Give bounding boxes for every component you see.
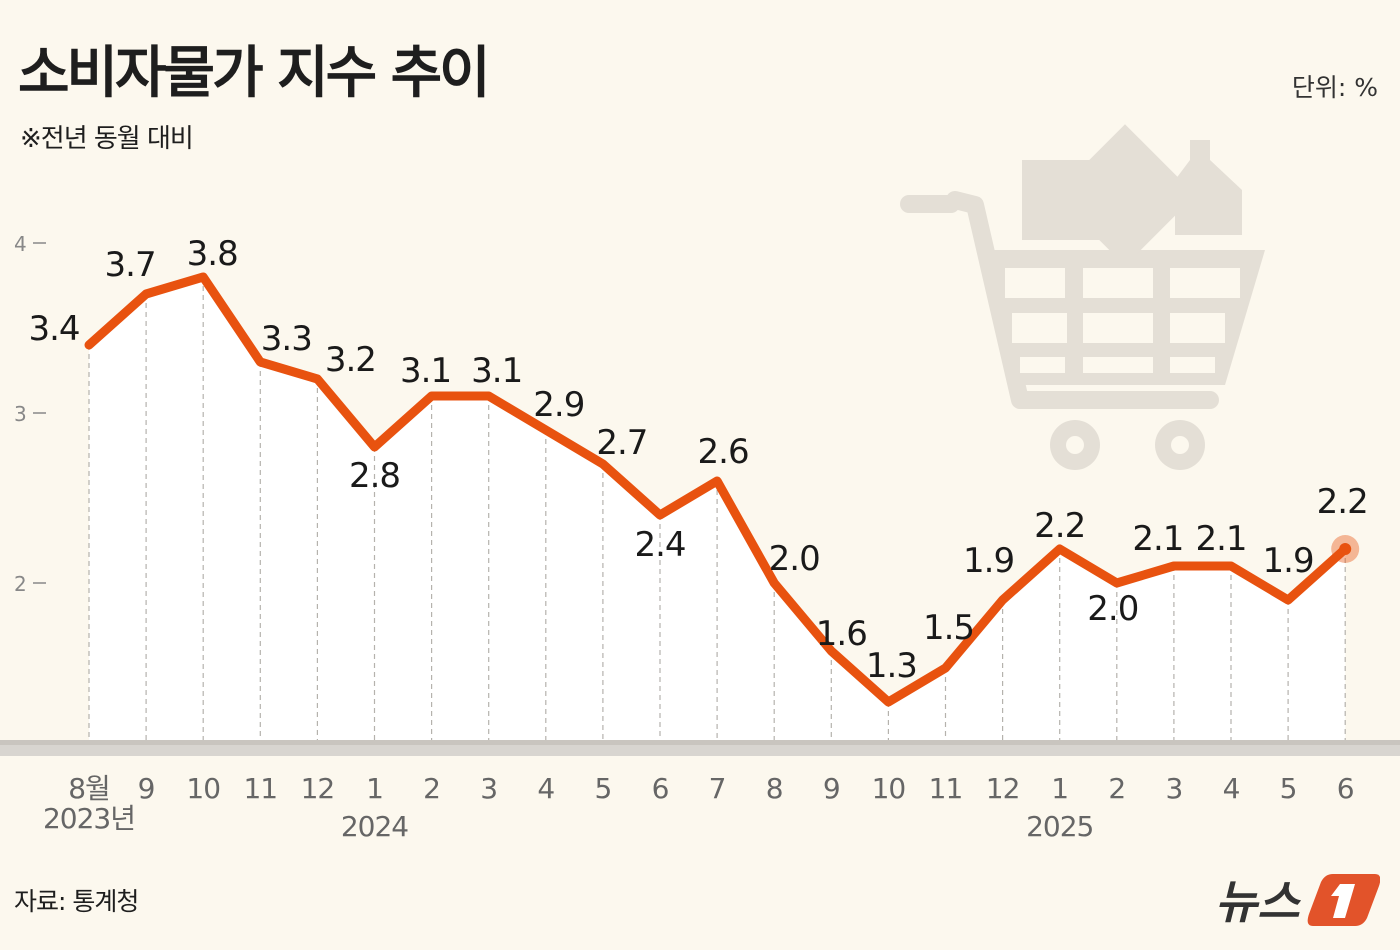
data-label: 2.9 bbox=[533, 385, 584, 425]
year-label: 2024 bbox=[341, 810, 408, 843]
y-tick-label: 3 bbox=[14, 402, 27, 426]
x-tick-label: 4 bbox=[1223, 772, 1240, 805]
x-tick-label: 6 bbox=[1337, 772, 1354, 805]
x-tick-label: 6 bbox=[652, 772, 669, 805]
x-tick-label: 9 bbox=[138, 772, 155, 805]
x-tick-label: 8 bbox=[766, 772, 783, 805]
x-tick-label: 2 bbox=[423, 772, 440, 805]
data-label: 2.0 bbox=[1087, 589, 1138, 629]
series-line bbox=[84, 272, 1350, 707]
x-tick-label: 4 bbox=[537, 772, 554, 805]
data-label: 1.6 bbox=[816, 614, 867, 654]
data-label: 3.2 bbox=[325, 340, 376, 380]
data-label: 1.9 bbox=[1263, 541, 1314, 581]
page-title: 소비자물가 지수 추이 bbox=[18, 41, 491, 106]
shopping-cart-icon bbox=[900, 124, 1265, 470]
data-label: 1.5 bbox=[923, 608, 974, 648]
x-tick-label: 1 bbox=[366, 772, 383, 805]
x-tick-label: 2 bbox=[1108, 772, 1125, 805]
data-label: 2.1 bbox=[1132, 519, 1183, 559]
news1-logo: 뉴스 bbox=[1215, 868, 1381, 932]
x-tick-label: 12 bbox=[986, 772, 1020, 805]
svg-text:뉴스: 뉴스 bbox=[1215, 875, 1301, 928]
x-tick-label: 11 bbox=[929, 772, 963, 805]
data-label: 2.8 bbox=[349, 456, 400, 496]
data-label: 3.7 bbox=[105, 245, 156, 285]
data-label: 2.7 bbox=[596, 423, 647, 463]
y-tick-label: 4 bbox=[14, 232, 27, 256]
x-tick-label: 11 bbox=[243, 772, 277, 805]
data-label: 2.1 bbox=[1195, 519, 1246, 559]
y-tick-label: 2 bbox=[14, 572, 27, 596]
data-label: 2.4 bbox=[634, 525, 685, 565]
data-label: 3.4 bbox=[28, 309, 79, 349]
data-label: 3.1 bbox=[471, 351, 522, 391]
x-tick-label: 7 bbox=[709, 772, 726, 805]
x-tick-label: 3 bbox=[480, 772, 497, 805]
year-label: 2025 bbox=[1026, 810, 1093, 843]
data-label: 1.3 bbox=[866, 646, 917, 686]
data-label: 3.3 bbox=[261, 319, 312, 359]
data-label: 2.6 bbox=[698, 432, 749, 472]
x-tick-label: 1 bbox=[1051, 772, 1068, 805]
data-label: 2.2 bbox=[1034, 506, 1085, 546]
baseline-shadow bbox=[0, 740, 1400, 745]
unit-label: 단위: % bbox=[1291, 73, 1378, 102]
data-label: 3.1 bbox=[400, 351, 451, 391]
data-label: 2.0 bbox=[769, 539, 820, 579]
data-label: 1.9 bbox=[963, 541, 1014, 581]
subtitle: ※전년 동월 대비 bbox=[20, 124, 194, 154]
last-point bbox=[1339, 543, 1352, 555]
data-label: 2.2 bbox=[1317, 482, 1368, 522]
x-tick-label: 10 bbox=[186, 772, 220, 805]
data-label: 3.8 bbox=[187, 234, 238, 274]
x-tick-label: 8월 bbox=[68, 772, 110, 805]
year-label: 2023년 bbox=[43, 802, 135, 835]
x-tick-label: 5 bbox=[594, 772, 611, 805]
source-label: 자료: 통계청 bbox=[14, 887, 139, 916]
x-tick-label: 5 bbox=[1280, 772, 1297, 805]
x-tick-label: 10 bbox=[872, 772, 906, 805]
x-tick-label: 9 bbox=[823, 772, 840, 805]
x-tick-label: 12 bbox=[301, 772, 335, 805]
x-tick-label: 3 bbox=[1165, 772, 1182, 805]
